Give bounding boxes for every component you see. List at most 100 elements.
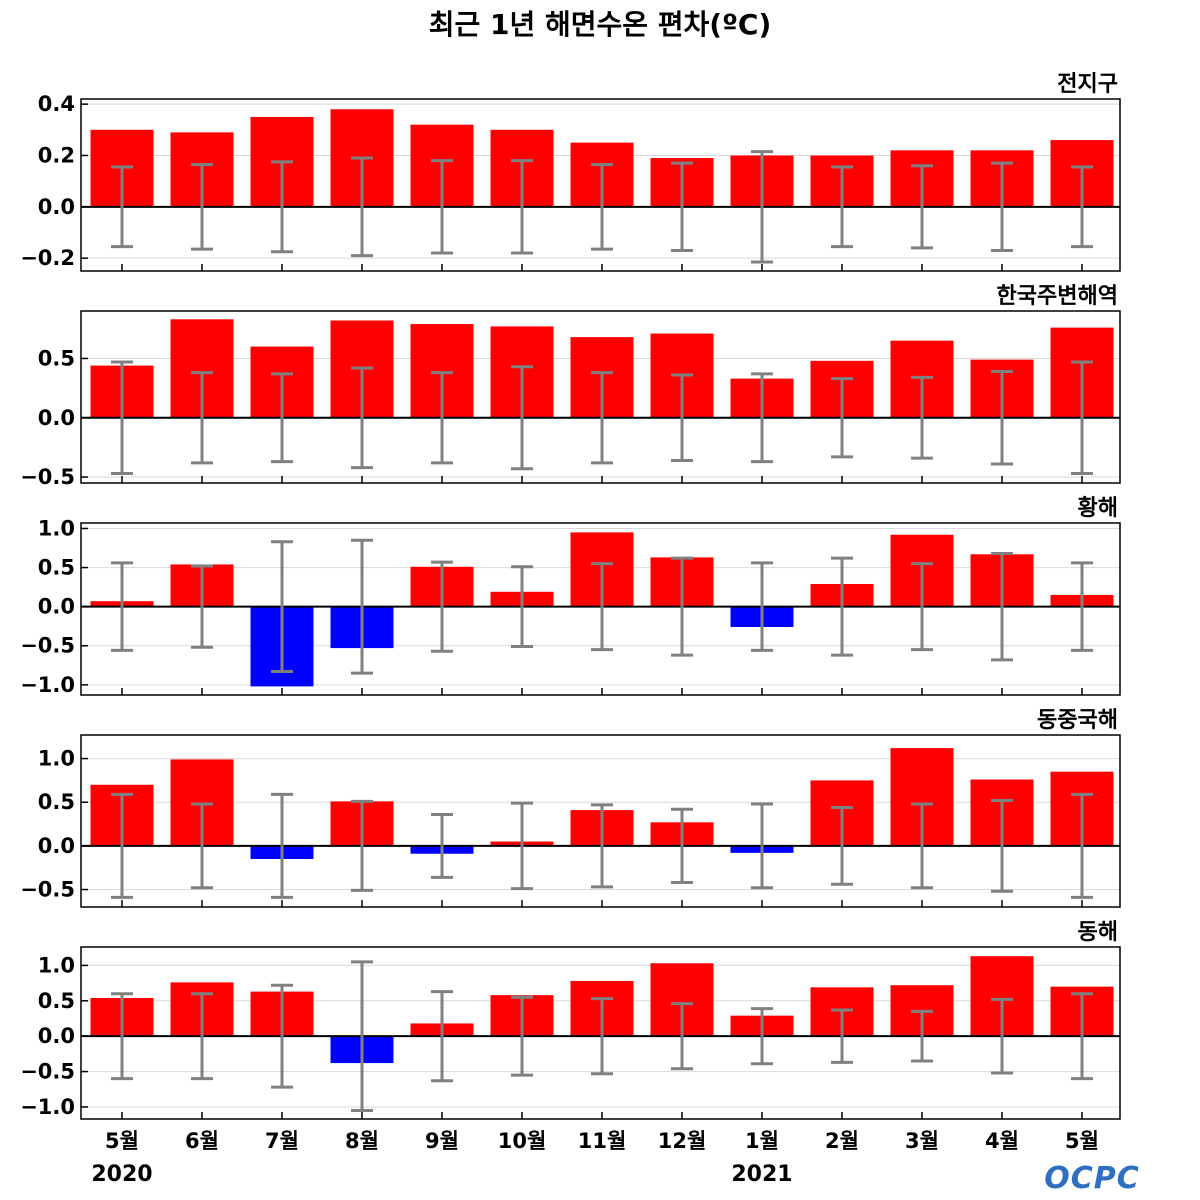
error-bar	[991, 997, 1013, 1075]
error-bar	[671, 161, 693, 252]
error-bar	[111, 165, 133, 249]
y-tick-label: 0.0	[38, 406, 75, 430]
error-bar	[111, 360, 133, 476]
error-bar	[671, 373, 693, 462]
error-bar	[1071, 360, 1093, 476]
y-tick-label: 0.5	[38, 790, 75, 814]
error-bar	[431, 990, 453, 1083]
y-tick-label: 1.0	[38, 953, 75, 977]
error-bar	[991, 161, 1013, 252]
error-bar	[831, 165, 853, 249]
y-tick-label: −0.5	[20, 1060, 75, 1084]
error-bar	[511, 565, 533, 649]
x-tick-label: 6월	[185, 1129, 219, 1153]
year-label: 2020	[91, 1162, 152, 1187]
error-bar	[831, 556, 853, 657]
error-bar	[191, 802, 213, 890]
error-bar	[191, 992, 213, 1081]
error-bar	[831, 805, 853, 886]
panel-title: 동해	[1078, 920, 1118, 945]
y-tick-label: 0.2	[38, 143, 75, 167]
panel-1: 전지구 −0.2 0.0 0.2 0.4	[20, 72, 1121, 272]
error-bar	[431, 159, 453, 255]
error-bar	[751, 150, 773, 264]
error-bar	[911, 802, 933, 890]
error-bar	[591, 562, 613, 652]
x-tick-label: 1월	[745, 1129, 779, 1153]
error-bar	[911, 1009, 933, 1063]
y-tick-label: −0.5	[20, 634, 75, 658]
panel-title: 황해	[1078, 496, 1118, 521]
error-bar	[351, 366, 373, 470]
panel-title: 한국주변해역	[997, 284, 1118, 309]
error-bar	[511, 801, 533, 891]
error-bar	[351, 799, 373, 892]
y-tick-label: −1.0	[20, 673, 75, 697]
error-bar	[191, 371, 213, 465]
error-bar	[271, 160, 293, 254]
error-bar	[671, 1002, 693, 1071]
error-bar	[351, 960, 373, 1113]
error-bar	[271, 372, 293, 464]
error-bar	[271, 540, 293, 674]
error-bar	[991, 551, 1013, 662]
error-bar	[831, 1008, 853, 1064]
x-tick-label: 7월	[265, 1129, 299, 1153]
panel-frame	[80, 946, 1121, 1120]
y-tick-label: −1.0	[20, 1095, 75, 1119]
error-bar	[1071, 792, 1093, 899]
error-bar	[111, 792, 133, 899]
error-bar	[751, 561, 773, 652]
panel-title: 동중국해	[1037, 708, 1118, 733]
panel-2: 한국주변해역 −0.5 0.0 0.5	[20, 284, 1121, 489]
error-bar	[511, 365, 533, 471]
error-bar	[191, 162, 213, 251]
x-tick-label: 9월	[425, 1129, 459, 1153]
error-bar	[751, 1007, 773, 1066]
chart-panels: 전지구 −0.2 0.0 0.2 0.4 한국주변해역 −0.5 0.0 0.5 황해 −1.0 −0…	[20, 72, 1121, 1120]
error-bar	[911, 164, 933, 250]
error-bar	[111, 992, 133, 1081]
error-bar	[991, 369, 1013, 466]
error-bar	[351, 156, 373, 258]
error-bar	[1071, 561, 1093, 652]
panel-frame	[80, 522, 1121, 696]
x-tick-label: 5월	[1065, 1129, 1099, 1153]
error-bar	[111, 561, 133, 652]
x-axis-labels: 5월 6월 7월 8월 9월 10월 11월 12월 1월 2월 3월 4월 5월 2020 2021	[91, 1129, 1099, 1187]
x-tick-label: 11월	[578, 1129, 627, 1153]
error-bar	[831, 377, 853, 459]
error-bar	[1071, 165, 1093, 249]
x-tick-label: 3월	[905, 1129, 939, 1153]
error-bar	[271, 983, 293, 1089]
error-bar	[431, 812, 453, 879]
y-tick-label: 0.0	[38, 595, 75, 619]
panel-frame	[80, 734, 1121, 908]
error-bar	[591, 997, 613, 1076]
x-tick-label: 2월	[825, 1129, 859, 1153]
x-tick-label: 12월	[658, 1129, 707, 1153]
error-bar	[671, 556, 693, 657]
error-bar	[1071, 992, 1093, 1081]
y-tick-label: −0.5	[20, 878, 75, 902]
y-tick-label: −0.5	[20, 465, 75, 489]
error-bar	[751, 802, 773, 890]
error-bar	[991, 798, 1013, 893]
error-bar	[911, 562, 933, 652]
y-tick-label: 0.5	[38, 556, 75, 580]
error-bar	[511, 159, 533, 255]
y-tick-label: 0.0	[38, 1024, 75, 1048]
error-bar	[431, 371, 453, 465]
error-bar	[351, 538, 373, 675]
error-bar	[191, 564, 213, 649]
y-tick-label: 1.0	[38, 516, 75, 540]
year-label: 2021	[731, 1162, 792, 1187]
error-bar	[431, 560, 453, 653]
y-tick-label: 0.0	[38, 834, 75, 858]
y-tick-label: 0.4	[38, 92, 75, 116]
error-bar	[671, 807, 693, 885]
x-tick-label: 10월	[498, 1129, 547, 1153]
y-tick-label: 0.5	[38, 989, 75, 1013]
panel-3: 황해 −1.0 −0.5 0.0 0.5 1.0	[20, 496, 1121, 697]
